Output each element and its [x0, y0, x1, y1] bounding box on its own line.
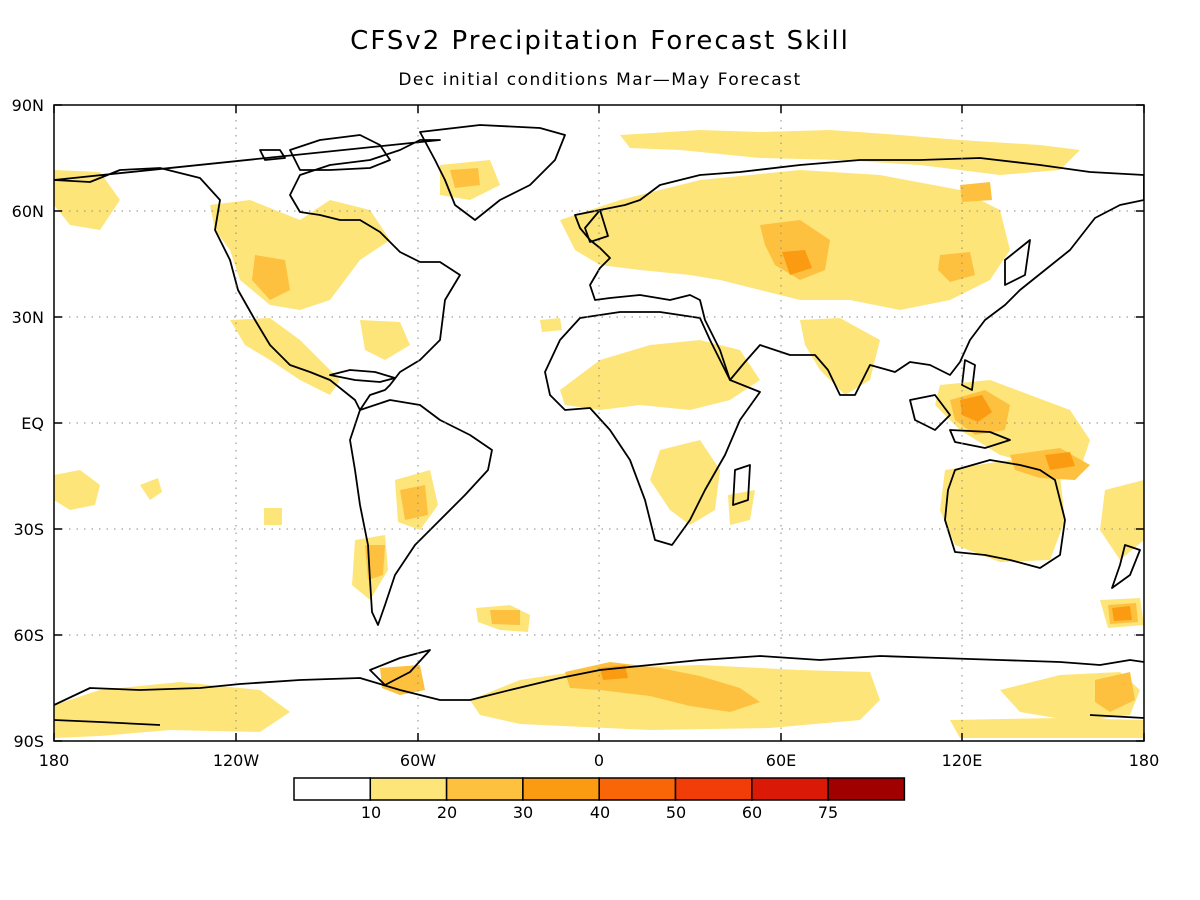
- lon-label-60w: 60W: [400, 751, 436, 770]
- colorbar-label-60: 60: [742, 803, 762, 822]
- lat-label-60s: 60S: [13, 626, 44, 645]
- longitude-labels: 180 120W 60W 0 60E 120E 180: [39, 751, 1160, 770]
- colorbar-box: [674, 777, 753, 801]
- skill-level-30-40: [600, 250, 1132, 680]
- map-subtitle: Dec initial conditions Mar—May Forecast: [398, 70, 802, 90]
- colorbar-box: [598, 777, 677, 801]
- lat-label-eq: EQ: [21, 414, 44, 433]
- colorbar-box: [445, 777, 524, 801]
- colorbar-box: [751, 777, 829, 801]
- tick-marks: [53, 104, 1145, 742]
- lat-label-30n: 30N: [12, 308, 44, 327]
- lon-label-60e: 60E: [766, 751, 796, 770]
- colorbar-label-10: 10: [361, 803, 381, 822]
- colorbar-box: [369, 777, 448, 801]
- colorbar-label-30: 30: [513, 803, 533, 822]
- colorbar-box: [522, 777, 600, 801]
- gridlines: [54, 105, 1144, 741]
- colorbar-box: [827, 777, 906, 801]
- lat-label-60n: 60N: [12, 202, 44, 221]
- lat-label-90s: 90S: [13, 732, 44, 751]
- lon-label-0: 0: [594, 751, 604, 770]
- map-title: CFSv2 Precipitation Forecast Skill: [350, 26, 850, 56]
- lat-label-30s: 30S: [13, 520, 44, 539]
- coastlines: [54, 124, 1144, 726]
- lon-label-120w: 120W: [213, 751, 260, 770]
- lon-label-180e: 180: [1129, 751, 1160, 770]
- lat-label-90n: 90N: [12, 96, 44, 115]
- lon-label-120e: 120E: [942, 751, 983, 770]
- colorbar-label-50: 50: [666, 803, 686, 822]
- colorbar-label-40: 40: [590, 803, 610, 822]
- colorbar-label-20: 20: [437, 803, 457, 822]
- colorbar: 10 20 30 40 50 60 75: [293, 777, 906, 822]
- colorbar-box: [293, 777, 372, 801]
- latitude-labels: 90N 60N 30N EQ 30S 60S 90S: [12, 96, 44, 751]
- lon-label-180w: 180: [39, 751, 70, 770]
- colorbar-label-75: 75: [818, 803, 838, 822]
- skill-shading: [54, 130, 1144, 738]
